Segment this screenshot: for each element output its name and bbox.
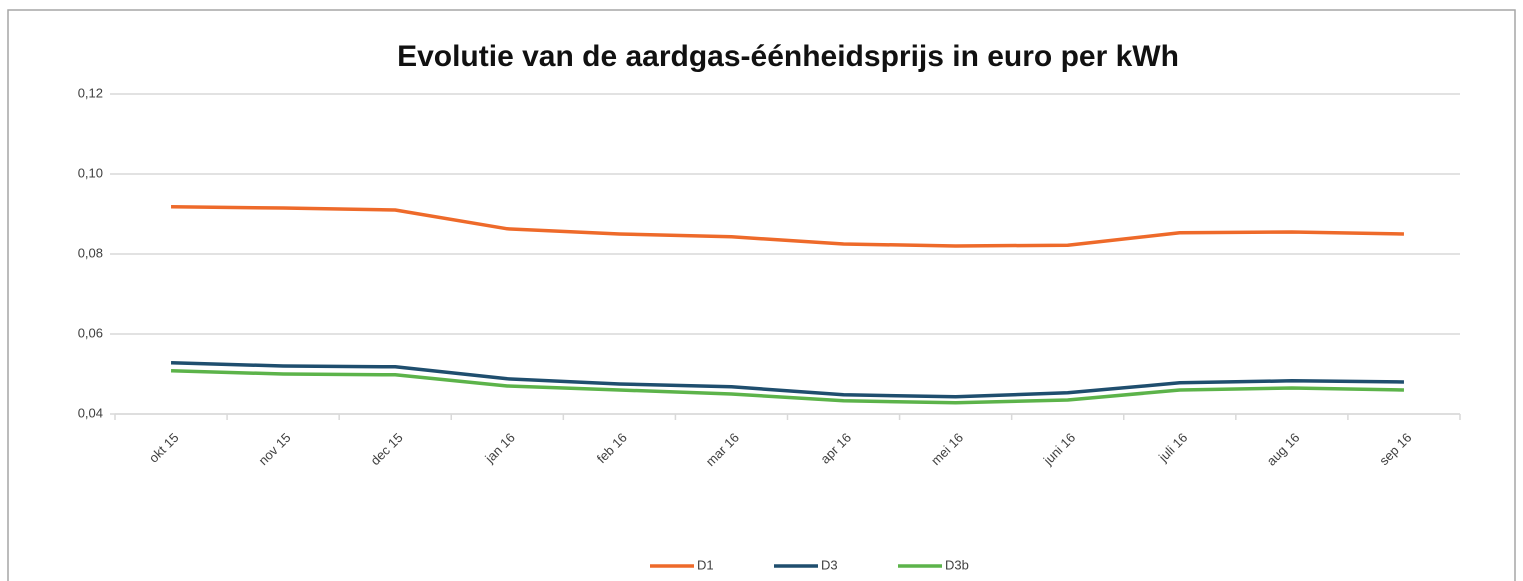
y-tick-label: 0,12 — [78, 85, 103, 100]
series-line — [170, 369, 1404, 405]
y-tick-label: 0,06 — [78, 325, 103, 340]
chart-frame — [7, 9, 1516, 581]
series-line — [170, 361, 1404, 399]
legend-label: D3 — [821, 557, 838, 572]
y-tick-label: 0,10 — [78, 165, 103, 180]
legend-label: D1 — [697, 557, 714, 572]
y-tick-label: 0,08 — [78, 245, 103, 260]
y-tick-label: 0,04 — [78, 405, 103, 420]
series-line — [171, 205, 1404, 248]
legend-label: D3b — [945, 557, 969, 572]
chart-title: Evolutie van de aardgas-éénheidsprijs in… — [397, 40, 1179, 73]
